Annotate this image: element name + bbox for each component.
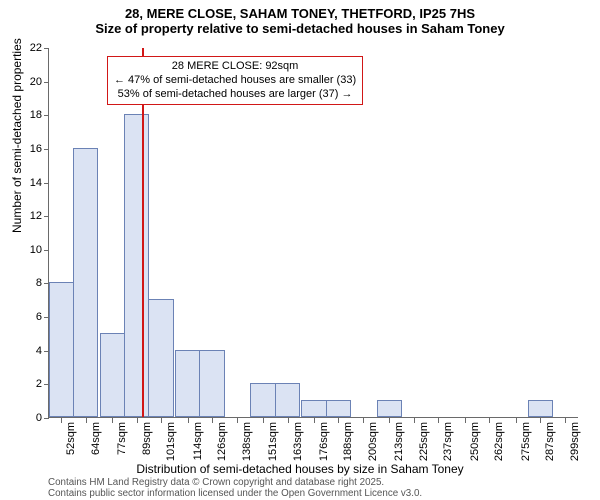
x-tick-label: 275sqm bbox=[520, 422, 532, 461]
histogram-bar bbox=[124, 114, 149, 417]
plot-rect: 52sqm64sqm77sqm89sqm101sqm114sqm126sqm13… bbox=[48, 48, 578, 418]
x-tick-label: 138sqm bbox=[241, 422, 253, 461]
x-tick-label: 176sqm bbox=[318, 422, 330, 461]
x-tick-label: 262sqm bbox=[493, 422, 505, 461]
x-tick-label: 287sqm bbox=[544, 422, 556, 461]
x-tick-mark bbox=[438, 418, 439, 423]
x-tick-mark bbox=[112, 418, 113, 423]
y-tick-label: 8 bbox=[14, 277, 42, 289]
x-tick-mark bbox=[212, 418, 213, 423]
histogram-bar bbox=[199, 350, 224, 417]
title-main: 28, MERE CLOSE, SAHAM TONEY, THETFORD, I… bbox=[0, 6, 600, 21]
y-tick-mark bbox=[44, 418, 49, 419]
y-tick-label: 12 bbox=[14, 210, 42, 222]
y-tick-label: 2 bbox=[14, 378, 42, 390]
x-axis-label: Distribution of semi-detached houses by … bbox=[0, 462, 600, 476]
x-tick-label: 101sqm bbox=[165, 422, 177, 461]
x-tick-mark bbox=[565, 418, 566, 423]
y-tick-label: 6 bbox=[14, 311, 42, 323]
x-tick-mark bbox=[61, 418, 62, 423]
histogram-bar bbox=[377, 400, 402, 417]
y-tick-label: 14 bbox=[14, 177, 42, 189]
y-tick-label: 0 bbox=[14, 412, 42, 424]
plot-area: 52sqm64sqm77sqm89sqm101sqm114sqm126sqm13… bbox=[48, 48, 578, 418]
histogram-bar bbox=[326, 400, 351, 417]
x-tick-mark bbox=[237, 418, 238, 423]
x-tick-mark bbox=[86, 418, 87, 423]
x-tick-label: 126sqm bbox=[216, 422, 228, 461]
x-tick-mark bbox=[137, 418, 138, 423]
y-tick-label: 22 bbox=[14, 42, 42, 54]
chart-container: 28, MERE CLOSE, SAHAM TONEY, THETFORD, I… bbox=[0, 0, 600, 500]
x-tick-mark bbox=[338, 418, 339, 423]
x-tick-mark bbox=[516, 418, 517, 423]
annotation-box: 28 MERE CLOSE: 92sqm← 47% of semi-detach… bbox=[107, 56, 363, 105]
annotation-line3: 53% of semi-detached houses are larger (… bbox=[114, 88, 356, 102]
histogram-bar bbox=[175, 350, 200, 417]
x-tick-label: 89sqm bbox=[141, 422, 153, 455]
x-tick-label: 64sqm bbox=[90, 422, 102, 455]
x-tick-label: 200sqm bbox=[367, 422, 379, 461]
y-axis-label: Number of semi-detached properties bbox=[10, 38, 24, 233]
y-tick-label: 10 bbox=[14, 244, 42, 256]
x-tick-mark bbox=[263, 418, 264, 423]
x-tick-mark bbox=[489, 418, 490, 423]
y-tick-mark bbox=[44, 82, 49, 83]
x-tick-label: 250sqm bbox=[469, 422, 481, 461]
x-tick-mark bbox=[465, 418, 466, 423]
annotation-line2: ← 47% of semi-detached houses are smalle… bbox=[114, 74, 356, 88]
x-tick-mark bbox=[288, 418, 289, 423]
y-tick-mark bbox=[44, 216, 49, 217]
x-tick-mark bbox=[540, 418, 541, 423]
y-tick-label: 16 bbox=[14, 143, 42, 155]
histogram-bar bbox=[100, 333, 125, 417]
x-tick-mark bbox=[363, 418, 364, 423]
y-tick-mark bbox=[44, 149, 49, 150]
x-tick-label: 237sqm bbox=[442, 422, 454, 461]
annotation-line1: 28 MERE CLOSE: 92sqm bbox=[114, 60, 356, 74]
x-tick-label: 52sqm bbox=[65, 422, 77, 455]
footer: Contains HM Land Registry data © Crown c… bbox=[48, 477, 422, 500]
y-tick-mark bbox=[44, 48, 49, 49]
title-block: 28, MERE CLOSE, SAHAM TONEY, THETFORD, I… bbox=[0, 0, 600, 36]
x-tick-mark bbox=[314, 418, 315, 423]
y-tick-mark bbox=[44, 183, 49, 184]
histogram-bar bbox=[49, 282, 74, 417]
x-tick-label: 114sqm bbox=[192, 422, 204, 460]
footer-line2: Contains public sector information licen… bbox=[48, 488, 422, 500]
histogram-bar bbox=[301, 400, 326, 417]
x-tick-label: 213sqm bbox=[393, 422, 405, 461]
x-tick-mark bbox=[161, 418, 162, 423]
footer-line1: Contains HM Land Registry data © Crown c… bbox=[48, 477, 422, 489]
y-tick-label: 20 bbox=[14, 76, 42, 88]
histogram-bar bbox=[528, 400, 553, 417]
histogram-bar bbox=[250, 383, 275, 417]
x-tick-label: 77sqm bbox=[116, 422, 128, 455]
x-tick-label: 151sqm bbox=[267, 422, 279, 461]
x-tick-label: 299sqm bbox=[569, 422, 581, 461]
x-tick-label: 225sqm bbox=[418, 422, 430, 461]
histogram-bar bbox=[148, 299, 173, 417]
x-tick-mark bbox=[188, 418, 189, 423]
y-tick-label: 4 bbox=[14, 345, 42, 357]
y-tick-label: 18 bbox=[14, 109, 42, 121]
x-tick-mark bbox=[389, 418, 390, 423]
x-tick-label: 163sqm bbox=[292, 422, 304, 461]
histogram-bar bbox=[73, 148, 98, 417]
histogram-bar bbox=[275, 383, 300, 417]
y-tick-mark bbox=[44, 250, 49, 251]
x-tick-mark bbox=[414, 418, 415, 423]
y-tick-mark bbox=[44, 115, 49, 116]
title-sub: Size of property relative to semi-detach… bbox=[0, 21, 600, 36]
x-tick-label: 188sqm bbox=[342, 422, 354, 461]
